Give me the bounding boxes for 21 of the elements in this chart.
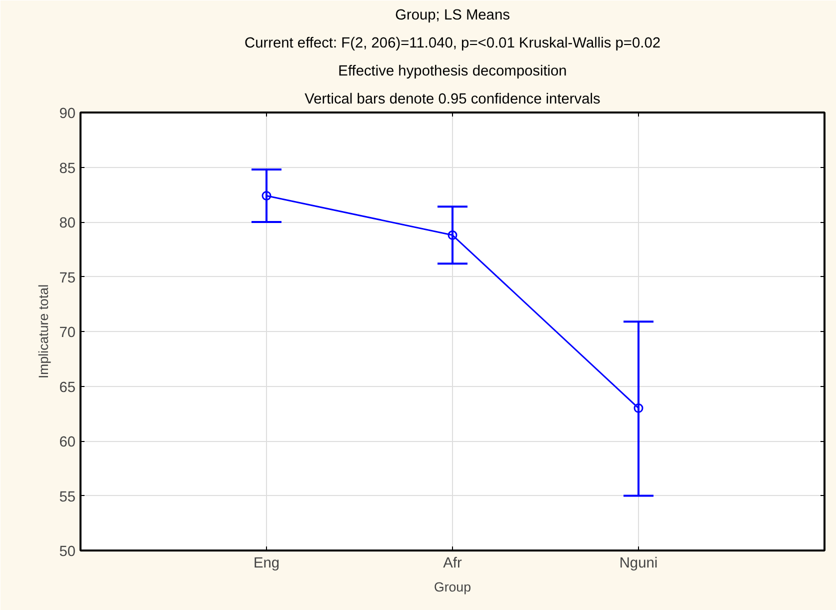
x-tick-label: Nguni	[619, 556, 658, 572]
y-tick-label: 90	[59, 106, 76, 122]
x-tick-label: Eng	[253, 556, 280, 572]
point	[262, 190, 272, 200]
text: Effective hypothesis decomposition	[338, 64, 567, 80]
y-tick-label: 85	[59, 160, 76, 177]
y-tick-label: 70	[59, 325, 76, 341]
chart-title: Group; LS Means	[395, 8, 510, 24]
y-tick-label: 80	[59, 216, 76, 232]
y-tick-label: 65	[59, 380, 76, 396]
text: Vertical bars denote 0.95 confidence intervals	[304, 92, 600, 108]
y-axis-title: Implicature total	[36, 284, 52, 379]
x-tick-label: Afr	[443, 556, 462, 572]
y-tick-label: 60	[59, 434, 76, 450]
x-axis-title: Group	[434, 580, 472, 594]
point	[448, 230, 458, 240]
point	[634, 403, 644, 413]
y-tick-label: 50	[59, 544, 76, 560]
y-tick-label: 75	[59, 270, 76, 286]
chart-subtitle: Current effect: F(2, 206)=11.040, p=<0.01 Kruskal-Wallis p=0.02	[244, 36, 661, 52]
y-tick-label: 55	[59, 489, 76, 506]
